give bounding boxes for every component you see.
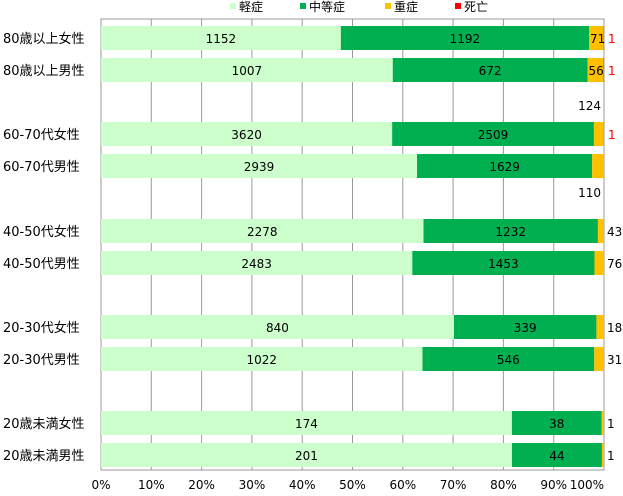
legend-swatch bbox=[455, 3, 461, 9]
legend-swatch bbox=[230, 3, 236, 9]
data-label: 31 bbox=[607, 353, 622, 367]
category-label: 20歳未満女性 bbox=[3, 416, 85, 432]
data-label: 1629 bbox=[489, 160, 520, 174]
data-label: 56 bbox=[588, 64, 603, 78]
data-label: 2939 bbox=[244, 160, 275, 174]
data-label: 124 bbox=[578, 99, 601, 113]
bar-segment bbox=[602, 411, 604, 435]
x-tick-label: 100% bbox=[570, 478, 604, 492]
data-label: 174 bbox=[295, 417, 318, 431]
legend-label: 死亡 bbox=[464, 0, 488, 14]
category-label: 40-50代女性 bbox=[3, 224, 80, 240]
category-label: 40-50代男性 bbox=[3, 257, 80, 272]
data-label: 110 bbox=[578, 186, 601, 200]
bar-segment bbox=[602, 443, 604, 467]
data-label: 2278 bbox=[247, 225, 278, 239]
data-label: 1453 bbox=[488, 257, 519, 271]
category-label: 80歳以上男性 bbox=[3, 64, 85, 79]
legend-label: 重症 bbox=[394, 0, 418, 14]
category-label: 80歳以上女性 bbox=[3, 31, 85, 47]
data-label: 3620 bbox=[231, 128, 262, 142]
data-label: 1022 bbox=[246, 353, 277, 367]
data-label: 1192 bbox=[450, 32, 481, 46]
data-label: 71 bbox=[590, 32, 605, 46]
category-label: 60-70代女性 bbox=[3, 127, 80, 143]
data-label: 18 bbox=[607, 321, 622, 335]
legend-label: 軽症 bbox=[239, 0, 263, 14]
legend-swatch bbox=[300, 3, 306, 9]
category-label: 20歳未満男性 bbox=[3, 449, 85, 464]
bar-segment bbox=[596, 315, 604, 339]
x-tick-label: 30% bbox=[239, 478, 266, 492]
category-label: 20-30代男性 bbox=[3, 353, 80, 368]
data-label: 2483 bbox=[241, 257, 272, 271]
data-label: 1 bbox=[608, 128, 616, 142]
data-label: 339 bbox=[514, 321, 537, 335]
x-tick-label: 90% bbox=[540, 478, 567, 492]
data-label: 43 bbox=[607, 225, 622, 239]
bar-segment bbox=[594, 122, 604, 146]
data-label: 672 bbox=[479, 64, 502, 78]
data-label: 1007 bbox=[232, 64, 263, 78]
data-label: 76 bbox=[607, 257, 622, 271]
data-label: 1 bbox=[607, 449, 615, 463]
x-tick-label: 60% bbox=[389, 478, 416, 492]
x-tick-label: 10% bbox=[138, 478, 165, 492]
data-label: 44 bbox=[549, 449, 564, 463]
data-label: 1 bbox=[607, 417, 615, 431]
x-tick-label: 40% bbox=[289, 478, 316, 492]
data-label: 1 bbox=[608, 64, 616, 78]
data-label: 546 bbox=[497, 353, 520, 367]
x-tick-label: 20% bbox=[188, 478, 215, 492]
category-label: 60-70代男性 bbox=[3, 160, 80, 175]
x-tick-label: 80% bbox=[490, 478, 517, 492]
data-label: 840 bbox=[266, 321, 289, 335]
legend-swatch bbox=[385, 3, 391, 9]
data-label: 201 bbox=[295, 449, 318, 463]
bar-segment bbox=[594, 251, 604, 275]
data-label: 38 bbox=[549, 417, 564, 431]
x-tick-label: 70% bbox=[440, 478, 467, 492]
bar-segment bbox=[594, 347, 604, 371]
x-tick-label: 0% bbox=[91, 478, 110, 492]
data-label: 2509 bbox=[478, 128, 509, 142]
bar-segment bbox=[592, 154, 604, 178]
bar-segment bbox=[598, 219, 604, 243]
x-tick-label: 50% bbox=[339, 478, 366, 492]
legend-label: 中等症 bbox=[309, 0, 345, 14]
category-label: 20-30代女性 bbox=[3, 320, 80, 336]
data-label: 1232 bbox=[495, 225, 526, 239]
data-label: 1 bbox=[608, 32, 616, 46]
data-label: 1152 bbox=[206, 32, 237, 46]
